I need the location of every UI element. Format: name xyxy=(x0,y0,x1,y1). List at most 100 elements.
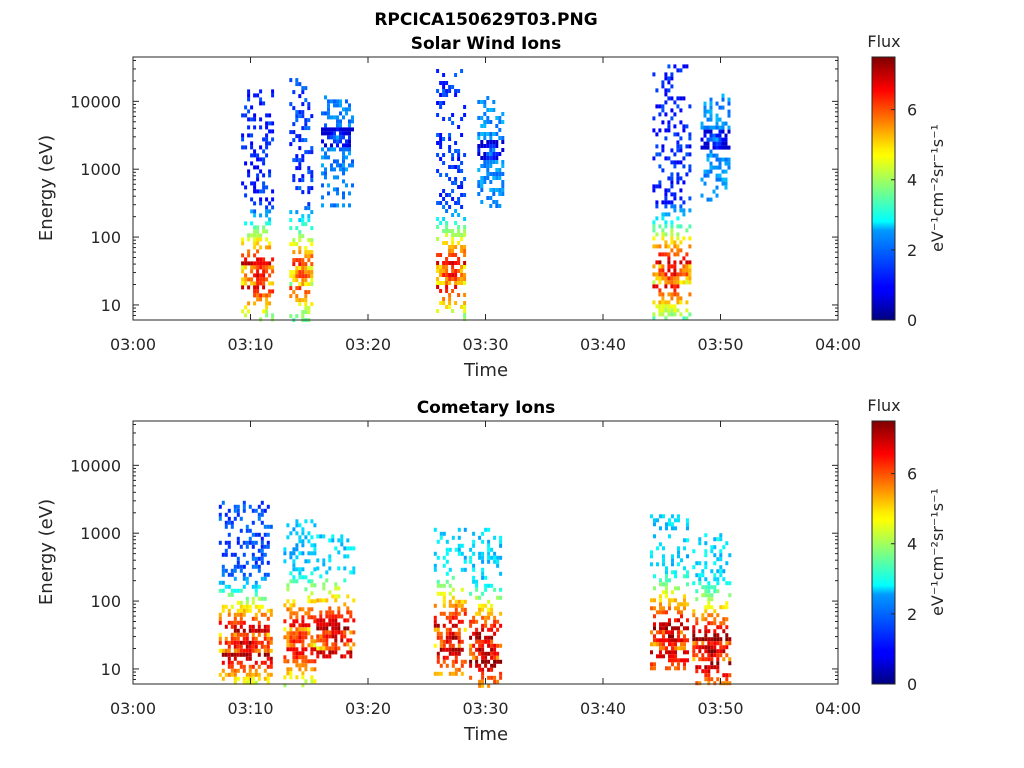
flux-cell xyxy=(704,657,708,662)
flux-cell xyxy=(328,614,332,619)
flux-cell xyxy=(268,217,272,222)
flux-cell xyxy=(256,249,260,254)
flux-cell xyxy=(245,672,249,677)
flux-cell xyxy=(339,131,342,136)
flux-cell xyxy=(719,621,723,626)
flux-cell xyxy=(233,564,237,569)
flux-cell xyxy=(715,141,719,146)
flux-cell xyxy=(289,571,293,576)
flux-cell xyxy=(268,273,272,278)
flux-cell xyxy=(451,615,455,620)
flux-cell xyxy=(688,196,692,201)
flux-cell xyxy=(433,603,437,608)
flux-cell xyxy=(295,547,299,552)
flux-cell xyxy=(292,242,296,247)
flux-cell xyxy=(674,598,677,603)
flux-cell xyxy=(336,119,339,124)
flux-cell xyxy=(685,228,689,233)
flux-cell xyxy=(230,652,234,657)
flux-cell xyxy=(652,184,656,189)
flux-cell xyxy=(233,628,237,633)
flux-cell xyxy=(328,650,332,655)
flux-cell xyxy=(673,164,677,169)
flux-cell xyxy=(659,578,662,583)
flux-cell xyxy=(262,277,266,282)
flux-cell xyxy=(685,172,689,177)
flux-cell xyxy=(310,651,314,656)
flux-cell xyxy=(682,200,686,205)
flux-cell xyxy=(454,655,458,660)
flux-cell xyxy=(436,627,440,632)
flux-cell xyxy=(483,164,487,168)
flux-cell xyxy=(325,654,329,659)
flux-cell xyxy=(301,110,305,115)
flux-cell xyxy=(262,137,266,142)
flux-cell xyxy=(310,302,314,307)
flux-cell xyxy=(710,677,714,682)
flux-cell xyxy=(266,544,270,549)
flux-cell xyxy=(722,569,726,574)
flux-cell xyxy=(289,635,293,640)
flux-cell xyxy=(652,116,656,121)
flux-cell xyxy=(668,518,671,523)
flux-cell xyxy=(501,112,505,116)
flux-cell xyxy=(298,535,302,540)
flux-cell xyxy=(652,188,656,193)
flux-cell xyxy=(254,604,258,609)
flux-cell xyxy=(442,647,446,652)
flux-cell xyxy=(448,229,452,233)
flux-cell xyxy=(656,518,659,523)
flux-cell xyxy=(487,635,491,640)
flux-cell xyxy=(336,203,339,208)
flux-cell xyxy=(230,672,234,677)
flux-cell xyxy=(457,169,461,173)
flux-cell xyxy=(328,618,332,623)
y-axis-label-solar-wind: Energy (eV) xyxy=(36,135,57,241)
flux-cell xyxy=(486,140,490,144)
flux-cell xyxy=(289,607,293,612)
flux-cell xyxy=(670,180,674,185)
flux-cell xyxy=(454,89,458,93)
flux-cell xyxy=(499,623,503,628)
flux-cell xyxy=(481,627,485,632)
flux-cell xyxy=(433,643,437,648)
flux-cell xyxy=(719,573,723,578)
flux-cell xyxy=(676,68,680,73)
flux-cell xyxy=(493,659,497,664)
flux-cell xyxy=(304,667,308,672)
burst-3 xyxy=(316,534,356,659)
flux-cell xyxy=(301,623,305,628)
flux-cell xyxy=(727,97,731,102)
flux-cell xyxy=(477,132,481,136)
flux-cell xyxy=(239,664,243,669)
flux-cell xyxy=(322,646,326,651)
flux-cell xyxy=(703,105,707,110)
flux-cell xyxy=(336,139,339,144)
flux-cell xyxy=(698,665,702,670)
flux-cell xyxy=(695,621,699,626)
flux-cell xyxy=(664,300,668,305)
flux-cell xyxy=(266,652,270,657)
flux-cell xyxy=(688,260,692,265)
flux-cell xyxy=(295,523,299,528)
flux-cell xyxy=(719,557,723,562)
flux-cell xyxy=(698,581,702,586)
flux-cell xyxy=(268,245,272,250)
flux-cell xyxy=(481,655,485,660)
flux-cell xyxy=(439,663,443,668)
flux-cell xyxy=(286,671,290,676)
flux-cell xyxy=(307,266,311,271)
flux-cell xyxy=(448,567,452,572)
flux-cell xyxy=(339,147,342,152)
flux-cell xyxy=(301,310,305,315)
flux-cell xyxy=(704,593,708,598)
flux-cell xyxy=(695,617,699,622)
flux-cell xyxy=(292,631,296,636)
flux-cell xyxy=(448,611,452,616)
flux-cell xyxy=(463,113,467,117)
flux-cell xyxy=(469,675,473,680)
flux-cell xyxy=(487,607,491,612)
flux-cell xyxy=(266,532,270,537)
colorbar-tick-label: 2 xyxy=(907,605,917,624)
flux-cell xyxy=(342,179,345,184)
